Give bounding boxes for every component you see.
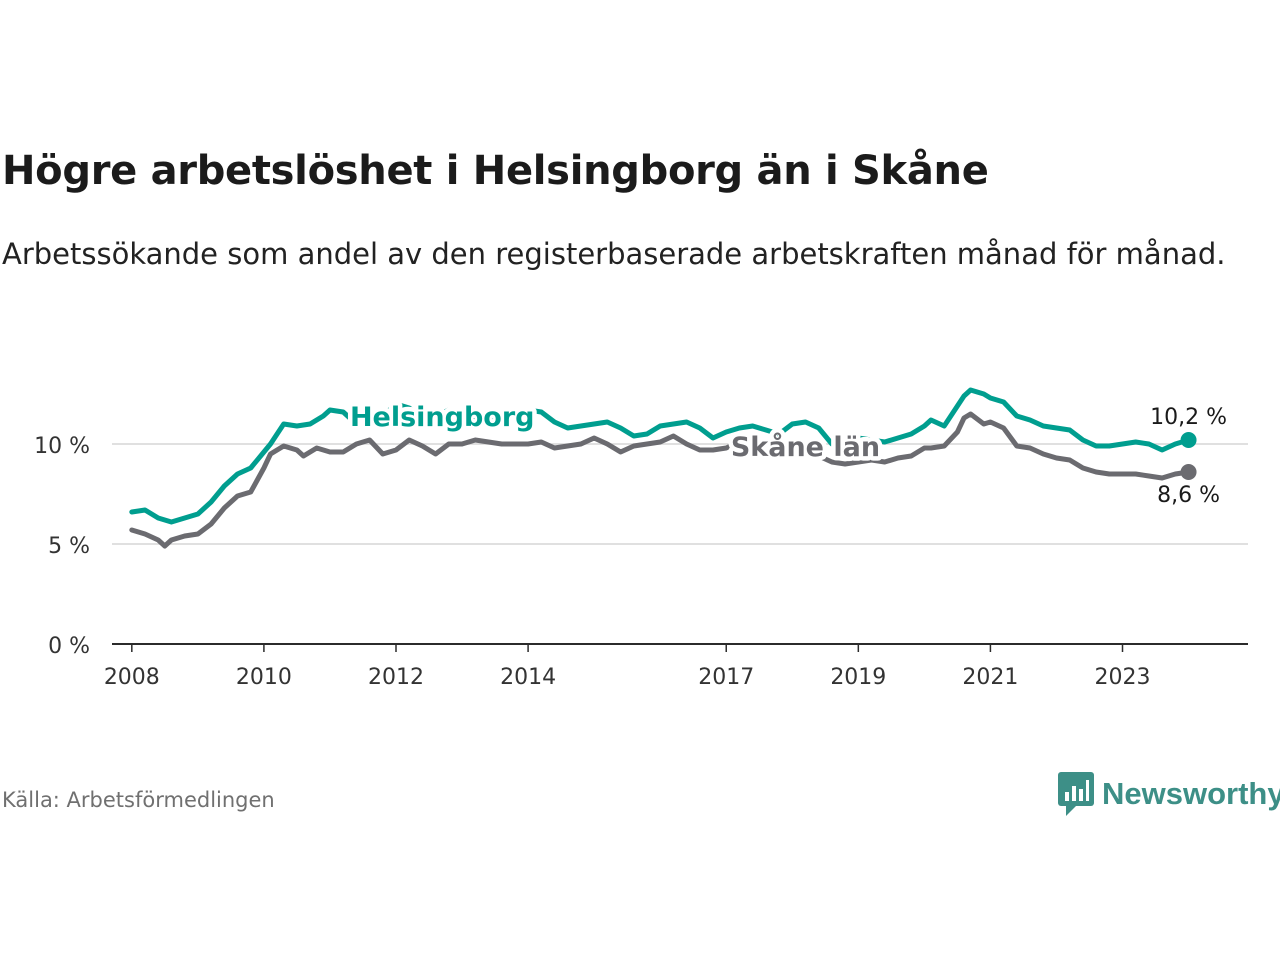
x-tick-label: 2012 — [368, 665, 424, 690]
series-label-skane: Skåne län — [731, 431, 880, 463]
x-tick-label: 2008 — [104, 665, 160, 690]
x-tick-label: 2017 — [698, 665, 754, 690]
end-marker-skane — [1180, 464, 1197, 480]
series-label-halo: Helsingborg — [350, 402, 535, 433]
source-note: Källa: Arbetsförmedlingen — [2, 788, 275, 812]
end-value-label-skane: 8,6 % — [1157, 483, 1220, 508]
y-tick-label: 10 % — [34, 434, 90, 459]
x-tick-label: 2010 — [236, 665, 292, 690]
bar-chart-icon — [1058, 772, 1094, 816]
chart-subtitle: Arbetssökande som andel av den registerb… — [2, 237, 1226, 271]
chart-title: Högre arbetslöshet i Helsingborg än i Sk… — [2, 148, 989, 194]
end-markers: 10,2 % 8,6 % — [1150, 405, 1227, 508]
series-label-helsingborg: Helsingborg — [350, 402, 535, 433]
newsworthy-logo[interactable]: Newsworthy — [1058, 772, 1280, 816]
series-line-skane — [129, 411, 1192, 549]
x-tick-label: 2014 — [500, 665, 556, 690]
series-line-helsingborg — [129, 387, 1192, 525]
y-tick-label: 5 % — [48, 534, 90, 559]
y-tick-label: 0 % — [48, 634, 90, 659]
brand-name: Newsworthy — [1102, 776, 1280, 811]
x-tick-label: 2023 — [1095, 665, 1151, 690]
y-axis: 0 % 5 % 10 % — [34, 434, 90, 659]
x-tick-label: 2021 — [962, 665, 1018, 690]
end-value-label-helsingborg: 10,2 % — [1150, 405, 1227, 430]
x-axis: 2008 2010 2012 2014 2017 2019 2021 2023 — [104, 644, 1151, 690]
series-label-halo: Skåne län — [731, 431, 880, 463]
x-tick-label: 2019 — [830, 665, 886, 690]
end-marker-helsingborg — [1180, 432, 1197, 448]
gridlines — [112, 443, 1248, 645]
series-lines — [129, 387, 1192, 549]
